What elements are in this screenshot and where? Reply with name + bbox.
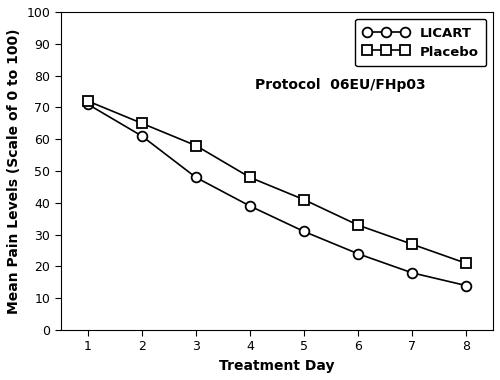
Line: LICART: LICART	[83, 99, 471, 290]
Placebo	[139, 121, 145, 125]
LICART	[193, 175, 199, 180]
Placebo	[247, 175, 253, 180]
LICART	[409, 271, 415, 275]
LICART	[301, 229, 307, 234]
LICART	[85, 102, 91, 106]
LICART	[355, 252, 361, 256]
Legend: LICART, Placebo: LICART, Placebo	[355, 19, 486, 66]
LICART	[463, 283, 469, 288]
Text: Protocol  06EU/FHp03: Protocol 06EU/FHp03	[256, 78, 426, 92]
Placebo	[463, 261, 469, 266]
Placebo	[409, 242, 415, 247]
LICART	[139, 134, 145, 138]
Y-axis label: Mean Pain Levels (Scale of 0 to 100): Mean Pain Levels (Scale of 0 to 100)	[7, 28, 21, 314]
X-axis label: Treatment Day: Treatment Day	[219, 359, 334, 373]
Placebo	[355, 223, 361, 227]
Placebo	[85, 99, 91, 103]
Line: Placebo: Placebo	[83, 96, 471, 268]
Placebo	[301, 197, 307, 202]
Placebo	[193, 143, 199, 148]
LICART	[247, 204, 253, 208]
